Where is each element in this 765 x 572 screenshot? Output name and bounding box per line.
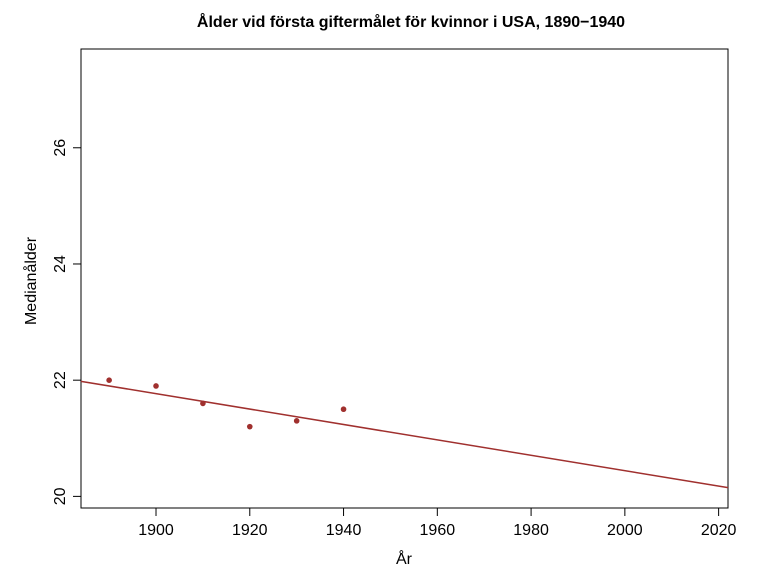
data-points xyxy=(106,377,347,430)
y-tick-label: 26 xyxy=(52,139,69,157)
trend-line-group xyxy=(80,380,729,489)
data-point xyxy=(200,400,206,407)
x-tick-label: 2000 xyxy=(607,522,643,539)
x-tick-label: 1940 xyxy=(326,522,362,539)
y-tick-label: 20 xyxy=(52,487,69,505)
x-tick-label: 1960 xyxy=(420,522,456,539)
x-tick-label: 1900 xyxy=(138,522,174,539)
y-axis: 20 22 24 26 xyxy=(52,139,81,505)
y-tick-label: 24 xyxy=(52,255,69,273)
x-axis: 1900 1920 1940 1960 1980 2000 2020 xyxy=(138,508,737,539)
chart-title: Ålder vid första giftermålet för kvinnor… xyxy=(197,12,625,31)
x-tick-label: 2020 xyxy=(701,522,737,539)
data-point xyxy=(106,377,112,383)
data-point xyxy=(340,406,347,413)
x-tick-label: 1920 xyxy=(232,522,268,539)
plot-frame xyxy=(80,48,729,509)
data-point xyxy=(153,383,159,389)
data-point xyxy=(246,423,253,430)
data-point xyxy=(293,418,300,424)
trend-line xyxy=(80,380,729,489)
y-axis-label: Medianålder xyxy=(22,236,40,325)
x-tick-label: 1980 xyxy=(513,522,549,539)
x-axis-label: År xyxy=(396,549,413,568)
y-tick-label: 22 xyxy=(52,371,69,389)
